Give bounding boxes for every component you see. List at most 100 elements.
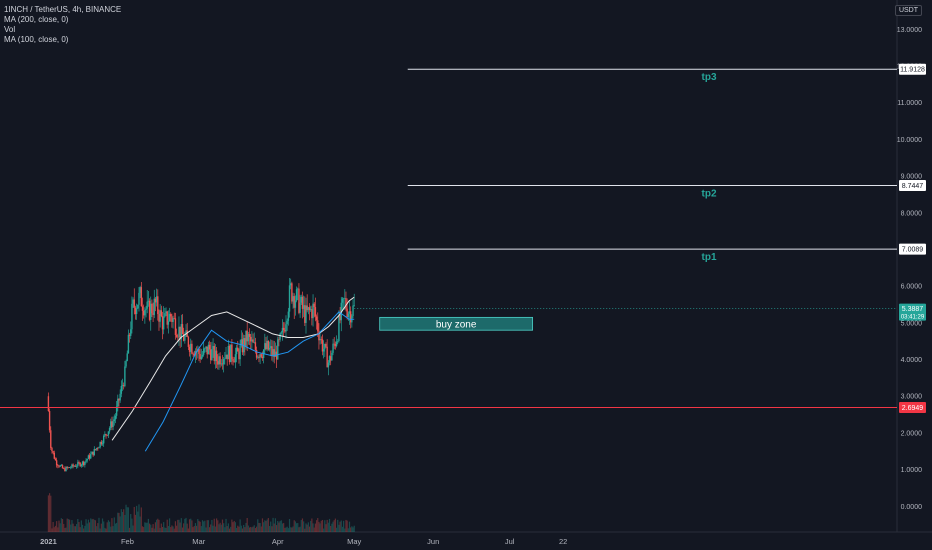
volume-bar	[208, 527, 211, 532]
candle-body	[148, 300, 151, 320]
currency-badge[interactable]: USDT	[894, 5, 922, 16]
volume-bar	[251, 527, 253, 532]
candle-body	[58, 465, 60, 467]
volume-bar	[341, 526, 344, 532]
volume-bar	[124, 514, 126, 532]
y-tick-label: 5.0000	[901, 320, 923, 327]
candle-body	[309, 309, 312, 311]
volume-bar	[201, 520, 204, 532]
ma100-indicator-label[interactable]: MA (100, close, 0)	[4, 35, 69, 44]
candle-body	[219, 356, 221, 365]
volume-bar	[197, 519, 199, 532]
candle-body	[190, 343, 192, 352]
x-tick-label: Apr	[272, 537, 284, 546]
volume-bar	[228, 528, 231, 532]
volume-bar	[218, 524, 220, 532]
x-tick-label: Mar	[192, 537, 205, 546]
candle-body	[186, 330, 188, 338]
candle-body	[202, 348, 205, 355]
volume-bar	[196, 525, 198, 532]
volume-bar	[166, 519, 168, 532]
volume-bar	[317, 518, 319, 532]
candle-body	[284, 329, 286, 332]
candle-body	[268, 347, 271, 350]
candle-body	[165, 311, 167, 314]
volume-bar	[332, 521, 334, 532]
volume-bar	[291, 527, 293, 532]
volume-bar	[259, 523, 261, 532]
volume-bar	[151, 527, 153, 532]
volume-bar	[265, 520, 267, 532]
volume-bar	[112, 526, 114, 532]
candle-body	[205, 346, 207, 349]
volume-bar	[214, 526, 217, 532]
candle-body	[147, 300, 150, 302]
candle-body	[78, 462, 80, 463]
volume-bar	[159, 527, 161, 532]
candle-body	[162, 316, 165, 330]
volume-bar	[292, 526, 294, 532]
candle-body	[348, 311, 351, 314]
candle-body	[105, 434, 107, 436]
candle-body	[277, 339, 279, 360]
volume-bar	[132, 525, 134, 532]
ma200-indicator-label[interactable]: MA (200, close, 0)	[4, 15, 69, 24]
candle-body	[286, 320, 288, 325]
volume-bar	[263, 522, 265, 532]
candle-body	[102, 435, 105, 444]
volume-bar	[116, 522, 118, 532]
volume-bar	[64, 527, 66, 532]
candle-body	[237, 347, 239, 352]
candle-body	[313, 303, 315, 308]
candle-body	[150, 303, 152, 320]
candle-body	[319, 338, 321, 341]
y-tick-label: 0.0000	[901, 504, 923, 511]
volume-bar	[76, 524, 78, 532]
volume-bar	[138, 504, 140, 532]
target-label-tp3: tp3	[702, 72, 717, 83]
candle-body	[87, 455, 90, 460]
volume-bar	[311, 518, 313, 532]
candle-body	[128, 334, 131, 336]
volume-bar	[61, 519, 64, 532]
volume-bar	[264, 520, 266, 532]
candle-body	[101, 443, 104, 445]
price-tag-tp1	[899, 243, 926, 255]
volume-bar	[167, 526, 169, 532]
volume-bar	[312, 523, 314, 532]
volume-bar	[154, 522, 157, 532]
volume-bar	[157, 518, 159, 532]
candle-body	[338, 315, 340, 341]
volume-bar	[170, 527, 172, 532]
y-tick-label: 9.0000	[901, 174, 923, 181]
candle-body	[85, 460, 87, 462]
volume-bar	[297, 523, 299, 532]
candles	[47, 277, 355, 472]
volume-bar	[153, 528, 155, 532]
volume-bar	[216, 518, 218, 532]
volume-indicator-label[interactable]: Vol	[4, 25, 16, 34]
candle-body	[279, 333, 281, 340]
volume-bar	[261, 518, 264, 532]
candle-body	[107, 431, 110, 436]
candle-body	[280, 332, 282, 334]
candle-body	[137, 304, 139, 309]
candle-body	[287, 311, 290, 321]
candle-body	[140, 287, 143, 307]
volume-bar	[318, 521, 320, 532]
volume-bar	[299, 526, 301, 532]
volume-bar	[227, 523, 229, 532]
candle-body	[188, 346, 191, 352]
candle-body	[191, 343, 193, 354]
candle-body	[328, 356, 331, 363]
candle-body	[100, 441, 103, 445]
volume-bar	[350, 527, 352, 532]
candle-body	[260, 354, 262, 357]
candle-body	[212, 345, 214, 350]
candle-body	[50, 430, 52, 448]
symbol-title[interactable]: 1INCH / TetherUS, 4h, BINANCE	[4, 5, 122, 14]
candle-body	[208, 344, 211, 350]
candle-body	[298, 288, 300, 313]
